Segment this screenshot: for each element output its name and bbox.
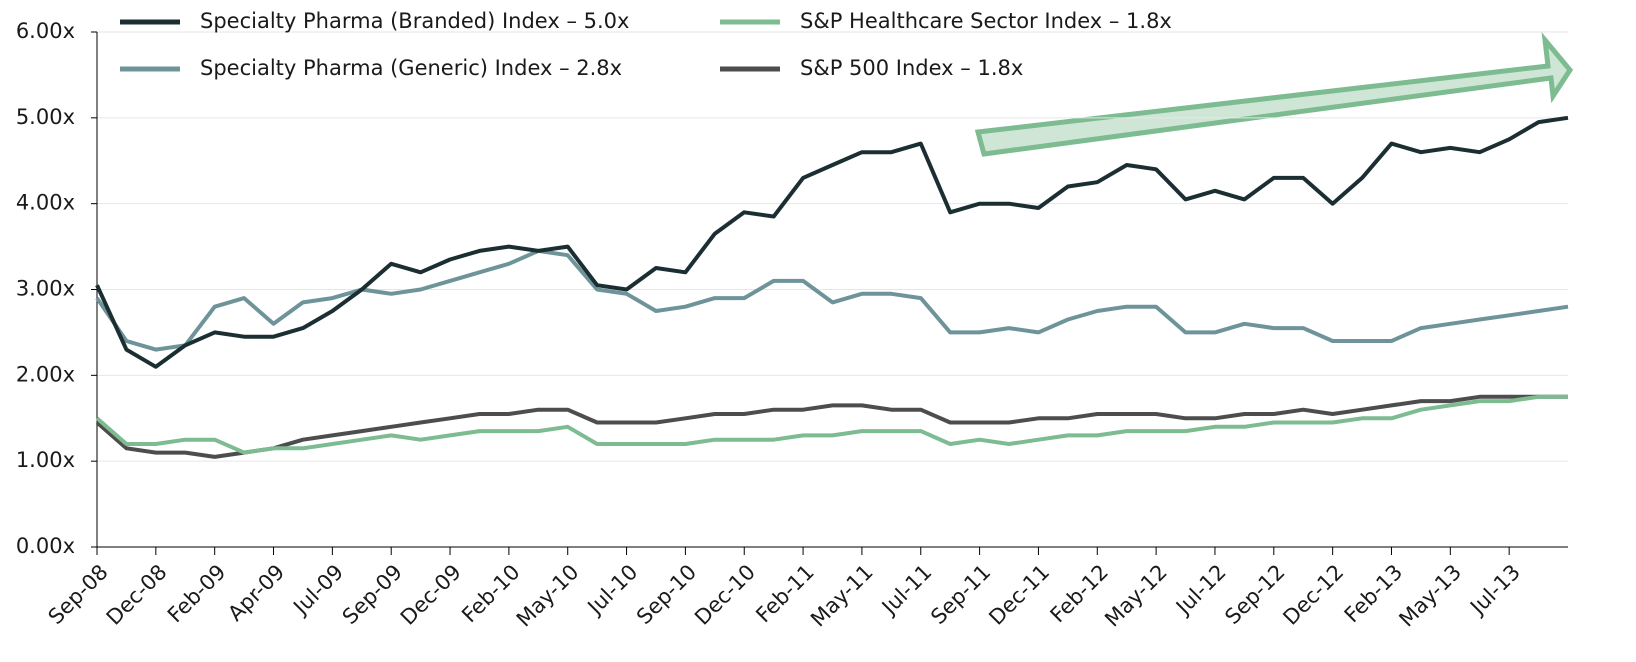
y-tick-label: 1.00x — [16, 448, 75, 472]
x-tick-label: May-12 — [1100, 560, 1172, 632]
trend-arrow — [974, 31, 1574, 157]
series-line — [95, 394, 1568, 459]
x-tick-label: Sep-08 — [44, 560, 113, 629]
x-tick-label: Dec-12 — [1278, 560, 1348, 630]
series-line — [95, 248, 1569, 352]
x-tick-label: Sep-11 — [926, 560, 995, 629]
x-tick-label: Dec-11 — [984, 560, 1054, 630]
x-tick-label: May-10 — [512, 560, 584, 632]
x-tick-label: Apr-09 — [223, 560, 289, 626]
series-line — [95, 115, 1569, 369]
legend-label: Specialty Pharma (Generic) Index – 2.8x — [200, 56, 622, 80]
legend-label: Specialty Pharma (Branded) Index – 5.0x — [200, 9, 629, 33]
legend-label: S&P 500 Index – 1.8x — [800, 56, 1023, 80]
y-tick-label: 4.00x — [16, 191, 75, 215]
y-tick-label: 3.00x — [16, 277, 75, 301]
y-tick-label: 6.00x — [16, 19, 75, 43]
x-tick-label: Sep-12 — [1220, 560, 1289, 629]
x-tick-label: Dec-08 — [102, 560, 172, 630]
x-tick-label: Dec-10 — [690, 560, 760, 630]
x-tick-label: Feb-09 — [163, 560, 231, 628]
x-tick-label: May-13 — [1394, 560, 1466, 632]
legend-label: S&P Healthcare Sector Index – 1.8x — [800, 9, 1172, 33]
x-tick-label: May-11 — [806, 560, 878, 632]
x-tick-label: Dec-09 — [396, 560, 466, 630]
y-tick-label: 5.00x — [16, 105, 75, 129]
y-tick-label: 0.00x — [16, 534, 75, 558]
x-tick-label: Sep-09 — [338, 560, 407, 629]
y-tick-label: 2.00x — [16, 362, 75, 386]
series-line — [95, 394, 1568, 455]
x-tick-label: Sep-10 — [632, 560, 701, 629]
x-tick-label: Jul-13 — [1464, 560, 1525, 621]
